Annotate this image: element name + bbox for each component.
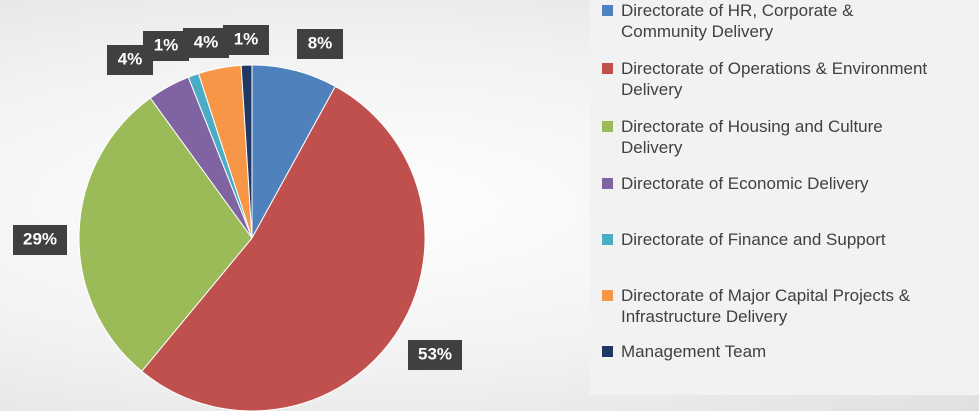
data-label-box <box>183 28 229 58</box>
pie-slice <box>78 97 253 373</box>
legend-swatch <box>602 234 613 245</box>
legend-swatch <box>602 346 613 357</box>
data-label: 1% <box>154 35 179 54</box>
legend-label: Directorate of Operations & Environment … <box>621 59 928 99</box>
legend: Directorate of HR, Corporate & Community… <box>590 0 979 395</box>
data-label-box <box>143 31 189 61</box>
data-label: 53% <box>418 344 452 363</box>
legend-swatch <box>602 121 613 132</box>
data-label-box <box>223 25 269 55</box>
legend-label: Directorate of Housing and Culture Deliv… <box>621 117 883 157</box>
chart: 8% 53% 29% 4% 1% 4% 1% <box>13 25 462 411</box>
legend-swatch <box>602 5 613 16</box>
data-label: 8% <box>308 33 333 52</box>
legend-label: Directorate of Economic Delivery <box>621 174 869 193</box>
legend-item: Directorate of Finance and Support <box>602 229 942 250</box>
data-label-box <box>297 29 343 59</box>
data-label: 4% <box>194 32 219 51</box>
data-label-box <box>13 225 67 255</box>
legend-swatch <box>602 290 613 301</box>
legend-swatch <box>602 63 613 74</box>
legend-swatch <box>602 178 613 189</box>
data-label: 1% <box>234 29 259 48</box>
legend-label: Directorate of Major Capital Projects & … <box>621 286 911 326</box>
legend-item: Directorate of HR, Corporate & Community… <box>602 0 942 42</box>
data-label: 4% <box>118 49 143 68</box>
legend-item: Directorate of Economic Delivery <box>602 173 942 194</box>
legend-item: Directorate of Major Capital Projects & … <box>602 285 942 327</box>
pie-slice <box>240 64 253 239</box>
pie-slice <box>141 85 426 411</box>
data-label-box <box>408 340 462 370</box>
legend-item: Directorate of Operations & Environment … <box>602 58 942 100</box>
legend-label: Directorate of Finance and Support <box>621 230 886 249</box>
legend-item: Management Team <box>602 341 942 362</box>
legend-label: Directorate of HR, Corporate & Community… <box>621 1 854 41</box>
legend-item: Directorate of Housing and Culture Deliv… <box>602 116 942 158</box>
legend-label: Management Team <box>621 342 767 361</box>
data-label: 29% <box>23 229 57 248</box>
